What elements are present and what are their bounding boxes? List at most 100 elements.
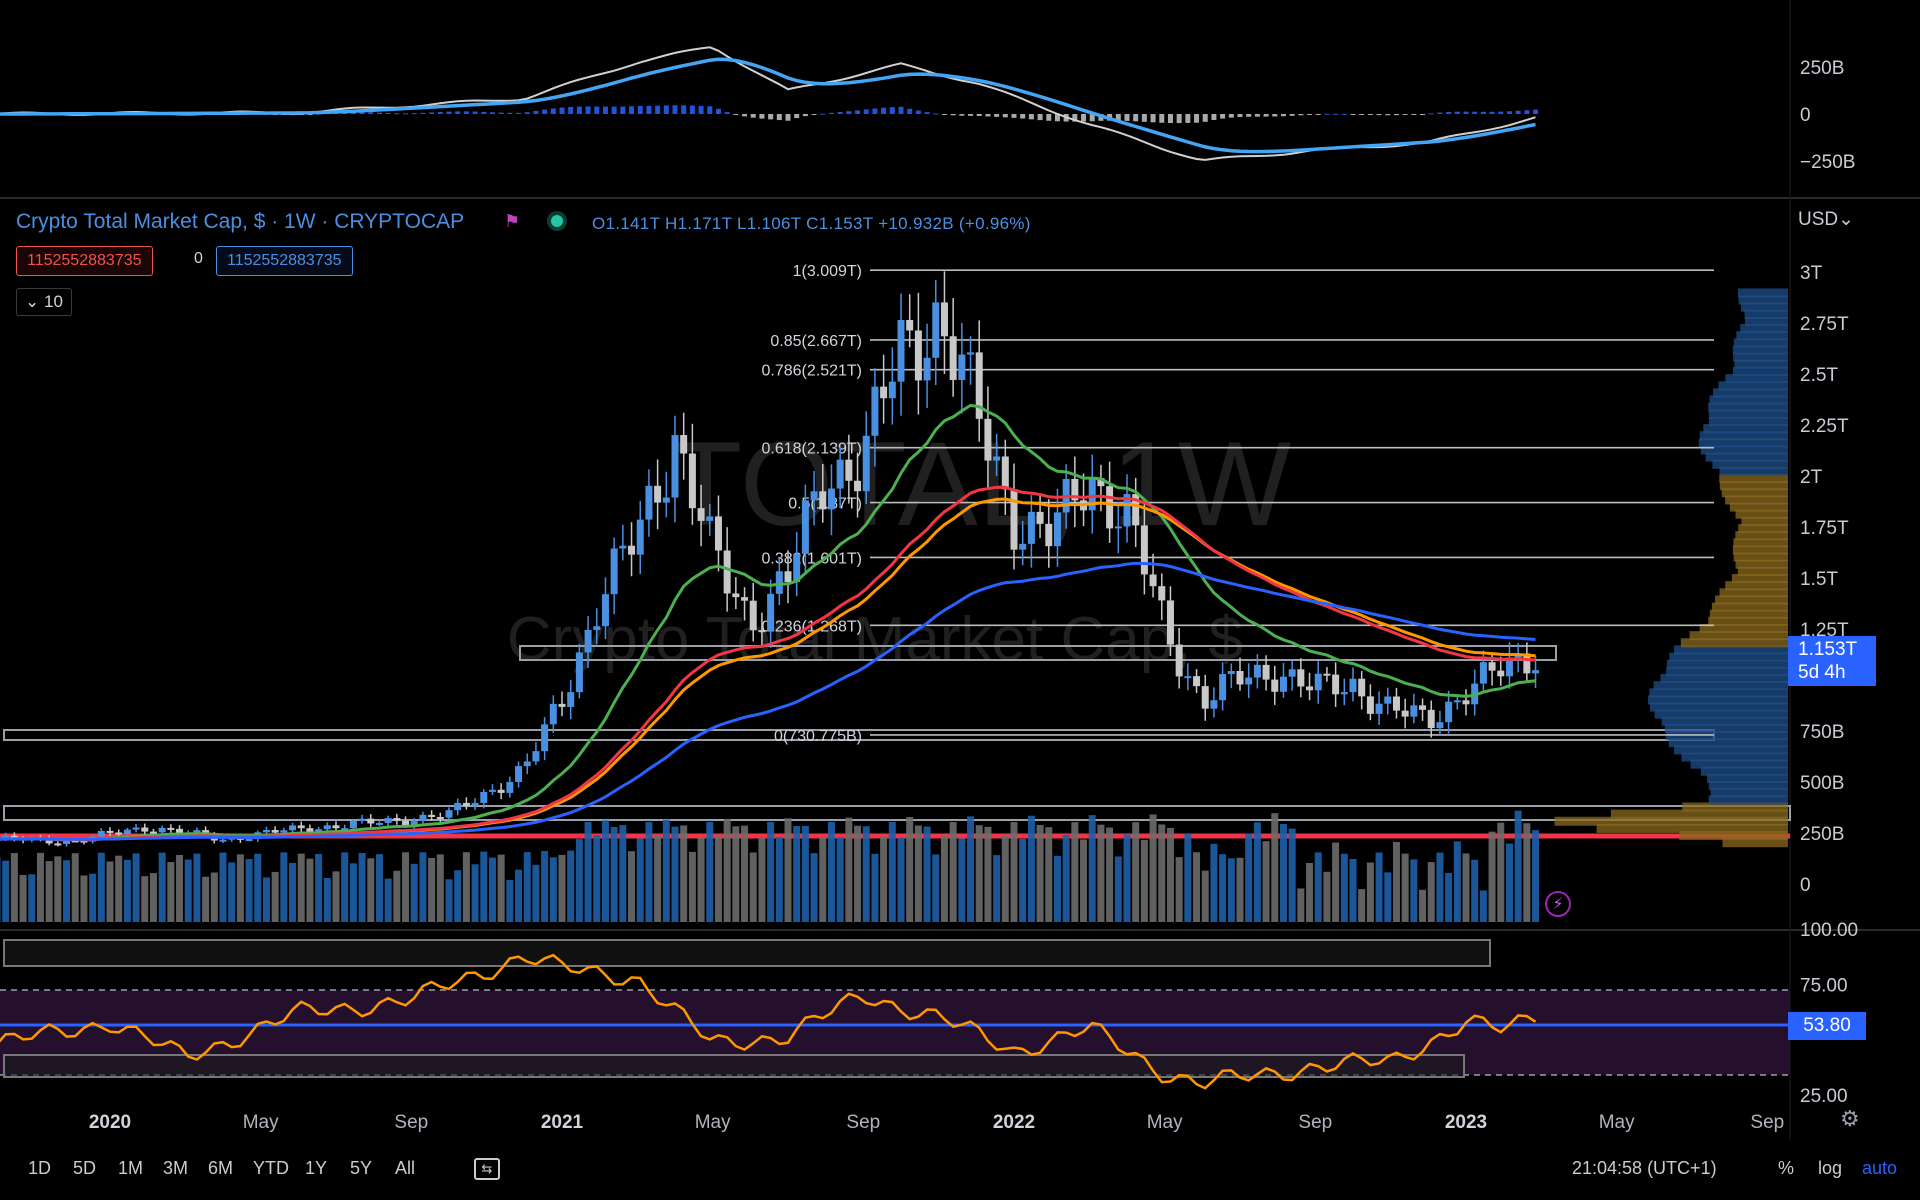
candle-body <box>306 828 314 833</box>
volume-bar <box>1488 831 1496 922</box>
macd-histogram-bar <box>437 111 443 114</box>
candle-body <box>1358 678 1366 697</box>
timeframe-button-6m[interactable]: 6M <box>208 1158 234 1178</box>
volume-bar <box>1149 814 1157 922</box>
macd-histogram-bar <box>385 112 391 114</box>
volume-bar <box>1419 889 1427 922</box>
timeframe-button-1y[interactable]: 1Y <box>305 1158 328 1178</box>
candle-body <box>384 818 392 823</box>
macd-histogram-bar <box>1498 111 1504 114</box>
macd-histogram-bar <box>1446 111 1452 114</box>
gear-icon[interactable]: ⚙ <box>1840 1106 1860 1131</box>
ema-lines <box>0 403 1536 842</box>
volume-bar <box>219 852 227 922</box>
timeframe-button-3m[interactable]: 3M <box>163 1158 189 1178</box>
candle-body <box>593 626 601 630</box>
macd-histogram-bar <box>698 105 704 114</box>
macd-histogram-bar <box>524 112 530 114</box>
symbol-legend-title[interactable]: Crypto Total Market Cap, $ · 1W · CRYPTO… <box>16 210 465 233</box>
volume-bar <box>845 817 853 922</box>
volume-bar <box>384 878 392 922</box>
candle-body <box>63 840 71 845</box>
macd-histogram-bar <box>1081 114 1087 122</box>
fib-level-label: 0.618(2.139T) <box>761 441 862 458</box>
candle-body <box>801 500 809 554</box>
time-display[interactable]: 21:04:58 (UTC+1) <box>1572 1158 1717 1178</box>
auto-toggle[interactable]: auto <box>1862 1158 1898 1178</box>
candle-body <box>1262 664 1270 680</box>
volume-bar <box>1027 815 1035 922</box>
candle-body <box>71 840 79 843</box>
candle-body <box>167 827 175 830</box>
volume-bar <box>471 864 479 922</box>
time-axis-label: May <box>695 1112 731 1133</box>
timeframe-button-ytd[interactable]: YTD <box>253 1158 289 1178</box>
log-toggle[interactable]: log <box>1818 1158 1843 1178</box>
price-axis-label: 500B <box>1800 773 1844 794</box>
volume-bar <box>1384 872 1392 922</box>
macd-histogram-bar <box>1263 114 1269 117</box>
macd-histogram-bar <box>655 105 661 114</box>
bottom-toolbar: 1D 5D 1M 3M 6M YTD 1Y 5Y All ⇆ 21:04:58 (UTC+1) … <box>0 1140 1920 1200</box>
volume-bar <box>1140 840 1148 922</box>
volume-bar <box>1219 854 1227 922</box>
timeframe-button-5y[interactable]: 5Y <box>350 1158 373 1178</box>
last-price: 1.153T <box>1798 639 1858 660</box>
time-axis-label: 2022 <box>993 1112 1035 1133</box>
volume-profile-bar <box>1725 581 1788 591</box>
candle-body <box>1132 494 1140 526</box>
fib-level-label: 0.382(1.601T) <box>761 550 862 567</box>
volume-profile-bar <box>1715 595 1788 605</box>
timeframe-button-5d[interactable]: 5D <box>73 1158 97 1178</box>
currency-label: USD <box>1798 209 1839 230</box>
candle-body <box>932 302 940 358</box>
volume-bar <box>454 870 462 922</box>
currency-selector[interactable]: USD⌄ <box>1798 208 1854 231</box>
volume-bar <box>706 822 714 922</box>
volume-profile-bar <box>1680 638 1788 648</box>
volume-bar <box>1201 870 1209 922</box>
macd-histogram-bar <box>1237 114 1243 118</box>
lightning-icon[interactable]: ⚡ <box>1545 891 1571 917</box>
volume-profile-bar <box>1661 716 1788 726</box>
date-range-icon[interactable]: ⇆ <box>474 1158 500 1180</box>
timeframe-button-1m[interactable]: 1M <box>118 1158 144 1178</box>
volume-bar <box>741 825 749 922</box>
candle-body <box>967 352 975 355</box>
macd-histogram-bar <box>1002 114 1008 118</box>
volume-bar <box>28 874 36 922</box>
macd-histogram-bar <box>689 105 695 114</box>
macd-histogram-bar <box>637 105 643 114</box>
volume-bar <box>106 861 114 922</box>
macd-histogram-bar <box>1515 110 1521 114</box>
flag-icon[interactable]: ⚑ <box>504 211 521 231</box>
volume-bar <box>1062 834 1070 922</box>
indicators-collapse-button[interactable]: ⌄ 10 <box>16 288 72 316</box>
time-axis-label: Sep <box>394 1112 428 1133</box>
volume-bar <box>914 825 922 922</box>
timeframe-button-all[interactable]: All <box>395 1158 416 1178</box>
volume-bar <box>1445 872 1453 922</box>
volume-profile-bar <box>1718 381 1788 391</box>
volume-bar <box>2 860 10 922</box>
volume-bar <box>236 854 244 922</box>
timeframe-button-1d[interactable]: 1D <box>28 1158 52 1178</box>
macd-histogram-bar <box>1385 114 1391 116</box>
volume-bar <box>341 852 349 922</box>
candle-body <box>714 516 722 551</box>
volume-profile-bar <box>1732 545 1788 555</box>
macd-histogram-bar <box>1324 113 1330 115</box>
candle-body <box>1314 673 1322 691</box>
macd-histogram-bar <box>898 106 904 114</box>
macd-axis-label: −250B <box>1800 152 1855 173</box>
candle-body <box>680 435 688 454</box>
percent-toggle[interactable]: % <box>1778 1158 1795 1178</box>
volume-bar <box>410 863 418 922</box>
volume-bar <box>515 869 523 922</box>
volume-bar <box>176 854 184 922</box>
volume-bar <box>1071 822 1079 922</box>
candle-body <box>1384 696 1392 704</box>
volume-bar <box>97 852 105 922</box>
macd-histogram-bar <box>924 112 930 114</box>
volume-bar <box>36 852 44 922</box>
